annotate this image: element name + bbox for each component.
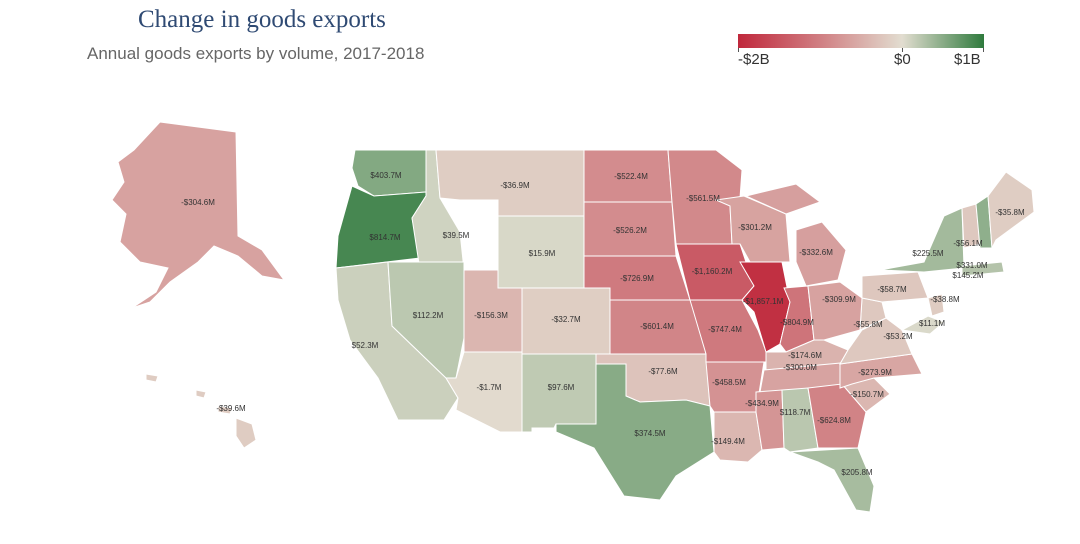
state-label-nh: $331.0M bbox=[956, 261, 987, 270]
state-label-nc: -$273.9M bbox=[858, 368, 892, 377]
state-label-mt: -$36.9M bbox=[500, 181, 530, 190]
state-label-in: -$804.9M bbox=[780, 318, 814, 327]
state-ms[interactable] bbox=[755, 389, 785, 451]
state-nj[interactable] bbox=[927, 293, 945, 317]
legend-gradient-bar bbox=[738, 34, 984, 48]
state-label-ms: -$434.9M bbox=[745, 399, 779, 408]
state-nm[interactable] bbox=[521, 353, 597, 433]
state-label-mo: -$747.4M bbox=[708, 325, 742, 334]
legend-tick-max bbox=[983, 48, 984, 52]
legend-max-label: $1B bbox=[954, 51, 981, 68]
state-label-co: -$32.7M bbox=[551, 315, 581, 324]
state-oh[interactable] bbox=[807, 281, 863, 341]
state-label-md: $11.1M bbox=[919, 319, 945, 328]
state-label-ak: -$304.6M bbox=[181, 198, 215, 207]
legend-tick-mid bbox=[902, 48, 903, 52]
state-or[interactable] bbox=[335, 185, 427, 269]
state-label-sd: -$526.2M bbox=[613, 226, 647, 235]
state-label-ar: -$458.5M bbox=[712, 378, 746, 387]
state-label-tn: -$300.0M bbox=[783, 363, 817, 372]
state-label-ok: -$77.6M bbox=[648, 367, 678, 376]
state-tx[interactable] bbox=[555, 363, 715, 501]
state-label-al: $118.7M bbox=[780, 408, 811, 417]
state-me[interactable] bbox=[987, 171, 1035, 250]
state-ga[interactable] bbox=[807, 383, 867, 449]
state-label-sc: -$150.7M bbox=[850, 390, 884, 399]
state-label-tx: $374.5M bbox=[634, 429, 665, 438]
state-label-id: $39.5M bbox=[443, 231, 470, 240]
state-label-va: -$53.2M bbox=[883, 332, 913, 341]
state-label-ut: -$156.3M bbox=[474, 311, 508, 320]
state-pa[interactable] bbox=[861, 271, 929, 303]
state-ny[interactable] bbox=[879, 207, 965, 273]
page-title: Change in goods exports bbox=[138, 6, 386, 33]
state-label-oh: -$309.9M bbox=[822, 295, 856, 304]
legend-mid-label: $0 bbox=[894, 51, 911, 68]
state-label-wi: -$301.2M bbox=[738, 223, 772, 232]
state-label-ky: -$174.6M bbox=[788, 351, 822, 360]
state-label-or: $814.7M bbox=[369, 233, 400, 242]
state-label-nv: $112.2M bbox=[413, 311, 444, 320]
state-fl[interactable] bbox=[789, 447, 875, 513]
state-label-ny: $225.5M bbox=[912, 249, 943, 258]
state-label-pa: -$58.7M bbox=[877, 285, 907, 294]
legend-min-label: -$2B bbox=[738, 51, 770, 68]
state-label-fl: $205.8M bbox=[841, 468, 872, 477]
state-hi[interactable] bbox=[145, 373, 257, 449]
state-label-hi: -$39.6M bbox=[216, 404, 246, 413]
state-label-ia: -$1,160.2M bbox=[692, 267, 733, 276]
state-al[interactable] bbox=[781, 387, 819, 453]
state-label-nd: -$522.4M bbox=[614, 172, 648, 181]
state-label-wa: $403.7M bbox=[370, 171, 401, 180]
state-ak[interactable] bbox=[111, 121, 286, 309]
state-label-me: -$35.8M bbox=[995, 208, 1025, 217]
state-label-wv: -$55.8M bbox=[853, 320, 883, 329]
state-label-ga: -$624.8M bbox=[817, 416, 851, 425]
state-label-ma: $145.2M bbox=[952, 271, 983, 280]
state-label-mn: -$561.5M bbox=[686, 194, 720, 203]
state-label-nm: $97.6M bbox=[548, 383, 575, 392]
state-mi[interactable] bbox=[744, 183, 847, 287]
state-label-vt: -$56.1M bbox=[953, 239, 983, 248]
state-label-ca: $52.3M bbox=[352, 341, 379, 350]
state-label-az: -$1.7M bbox=[477, 383, 502, 392]
state-label-nj: -$38.8M bbox=[930, 295, 960, 304]
state-label-mi: -$332.6M bbox=[799, 248, 833, 257]
state-label-il: -$1,857.1M bbox=[743, 297, 784, 306]
state-label-ne: -$726.9M bbox=[620, 274, 654, 283]
state-label-wy: $15.9M bbox=[529, 249, 556, 258]
state-label-la: -$149.4M bbox=[711, 437, 745, 446]
color-legend: -$2B $0 $1B bbox=[738, 34, 984, 74]
page-subtitle: Annual goods exports by volume, 2017-201… bbox=[87, 44, 425, 63]
state-label-ks: -$601.4M bbox=[640, 322, 674, 331]
state-ma[interactable] bbox=[961, 261, 1005, 277]
state-md[interactable] bbox=[900, 315, 945, 335]
legend-tick-min bbox=[738, 48, 739, 52]
